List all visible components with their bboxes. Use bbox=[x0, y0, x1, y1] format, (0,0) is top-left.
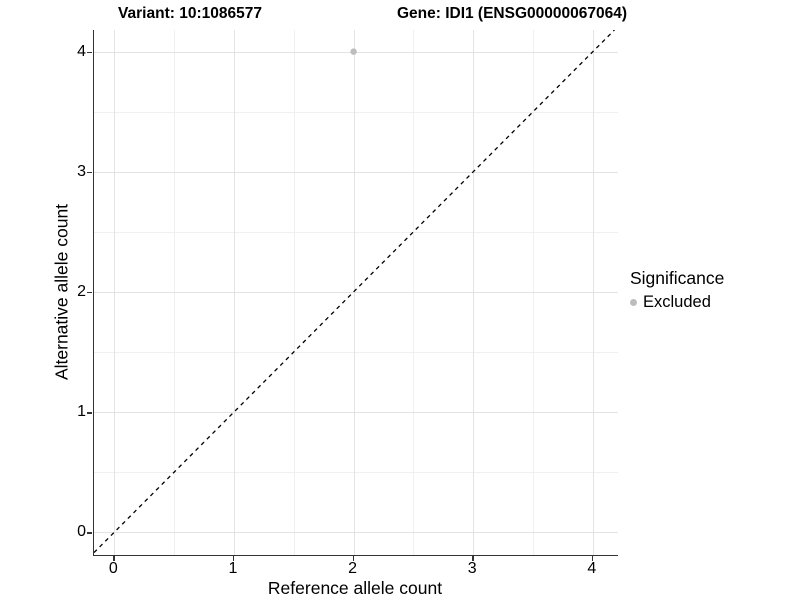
x-tick-label: 1 bbox=[228, 560, 238, 577]
identity-reference-line bbox=[94, 30, 615, 554]
gridline-y-major bbox=[94, 412, 618, 414]
x-tick-mark bbox=[591, 556, 594, 561]
gridline-y-minor bbox=[94, 231, 618, 233]
x-axis-title: Reference allele count bbox=[267, 578, 443, 598]
plot-title-variant: Variant: 10:1086577 bbox=[118, 5, 262, 22]
x-tick-mark bbox=[232, 556, 235, 561]
y-tick-mark bbox=[87, 532, 92, 534]
gridline-y-major bbox=[94, 171, 618, 173]
gridline-y-minor bbox=[94, 111, 618, 113]
legend-title: Significance bbox=[630, 268, 725, 288]
gridline-y-major bbox=[94, 532, 618, 534]
data-point bbox=[350, 48, 357, 55]
x-tick-mark bbox=[352, 556, 355, 561]
x-tick-label: 4 bbox=[587, 560, 597, 577]
gridline-y-minor bbox=[94, 472, 618, 474]
x-tick-label: 2 bbox=[348, 560, 358, 577]
y-tick-label: 2 bbox=[77, 282, 86, 300]
y-tick-mark bbox=[87, 291, 92, 294]
y-tick-mark bbox=[87, 51, 92, 54]
x-tick-mark bbox=[113, 556, 115, 561]
y-tick-mark bbox=[87, 412, 92, 414]
y-tick-label: 3 bbox=[77, 162, 86, 180]
plot-canvas bbox=[94, 30, 615, 554]
legend: Significance Excluded bbox=[630, 268, 724, 312]
y-tick-label: 0 bbox=[77, 523, 86, 541]
plot-title-gene: Gene: IDI1 (ENSG00000067064) bbox=[396, 5, 628, 22]
x-tick-label: 0 bbox=[108, 560, 118, 577]
x-tick-label: 3 bbox=[467, 560, 477, 577]
legend-point-icon bbox=[630, 299, 637, 306]
plot-panel bbox=[93, 30, 618, 556]
gridline-y-minor bbox=[94, 351, 618, 353]
gridline-y-major bbox=[94, 291, 618, 293]
legend-entry-label: Excluded bbox=[643, 293, 711, 311]
legend-entry-excluded: Excluded bbox=[630, 293, 724, 312]
x-tick-mark bbox=[472, 556, 474, 561]
y-tick-label: 1 bbox=[77, 403, 86, 421]
y-tick-label: 4 bbox=[77, 42, 86, 60]
y-tick-mark bbox=[87, 171, 92, 174]
